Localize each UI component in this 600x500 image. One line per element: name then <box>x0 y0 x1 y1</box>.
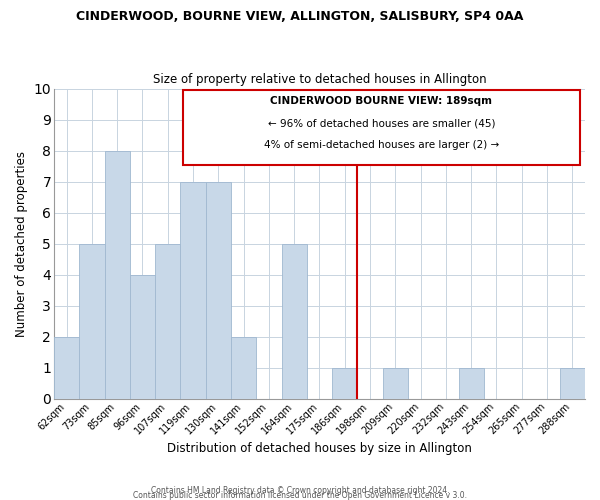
Bar <box>54 336 79 398</box>
Bar <box>281 244 307 398</box>
Bar <box>130 274 155 398</box>
Y-axis label: Number of detached properties: Number of detached properties <box>15 150 28 336</box>
X-axis label: Distribution of detached houses by size in Allington: Distribution of detached houses by size … <box>167 442 472 455</box>
Bar <box>155 244 181 398</box>
Bar <box>560 368 585 398</box>
Text: ← 96% of detached houses are smaller (45): ← 96% of detached houses are smaller (45… <box>268 118 495 128</box>
Text: CINDERWOOD BOURNE VIEW: 189sqm: CINDERWOOD BOURNE VIEW: 189sqm <box>271 96 493 106</box>
Text: 4% of semi-detached houses are larger (2) →: 4% of semi-detached houses are larger (2… <box>264 140 499 149</box>
Text: Contains HM Land Registry data © Crown copyright and database right 2024.: Contains HM Land Registry data © Crown c… <box>151 486 449 495</box>
Bar <box>79 244 104 398</box>
FancyBboxPatch shape <box>183 90 580 164</box>
Bar <box>458 368 484 398</box>
Bar <box>181 182 206 398</box>
Bar <box>383 368 408 398</box>
Bar <box>231 336 256 398</box>
Title: Size of property relative to detached houses in Allington: Size of property relative to detached ho… <box>152 73 486 86</box>
Bar <box>332 368 358 398</box>
Text: CINDERWOOD, BOURNE VIEW, ALLINGTON, SALISBURY, SP4 0AA: CINDERWOOD, BOURNE VIEW, ALLINGTON, SALI… <box>76 10 524 23</box>
Bar <box>206 182 231 398</box>
Text: Contains public sector information licensed under the Open Government Licence v : Contains public sector information licen… <box>133 491 467 500</box>
Bar <box>104 150 130 398</box>
